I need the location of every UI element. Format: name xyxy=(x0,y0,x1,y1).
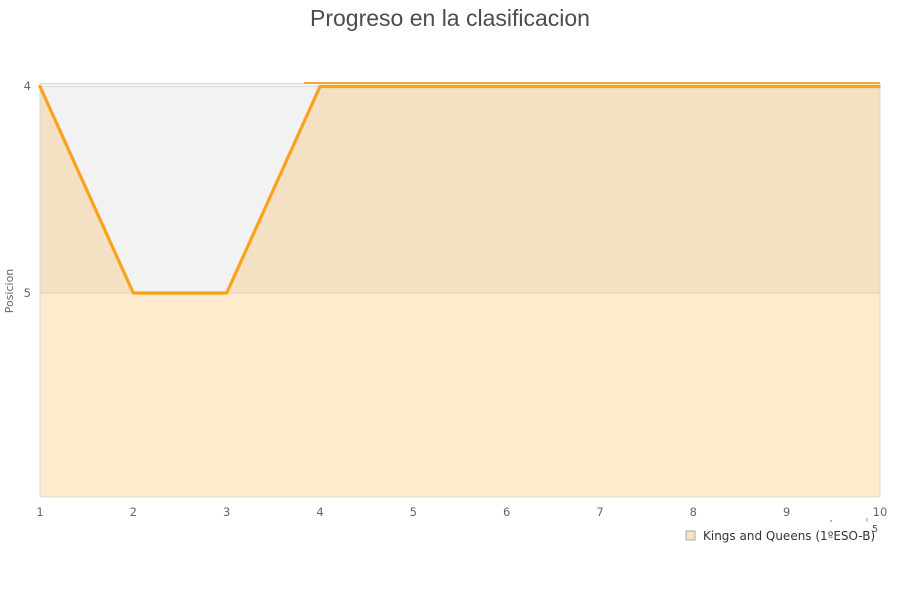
x-tick-label-2: 2 xyxy=(130,505,137,519)
x-tick-label-9: 9 xyxy=(783,505,790,519)
series-line xyxy=(38,84,881,295)
y-tick-label-4: 4 xyxy=(24,79,31,93)
x-tick-label-6: 6 xyxy=(503,505,510,519)
chart-title: Progreso en la clasificacion xyxy=(310,5,590,31)
x-tick-label-10: 10 xyxy=(873,505,888,519)
series-area xyxy=(40,86,880,497)
y-axis-title: Posicion xyxy=(3,269,16,314)
x-tick-label-7: 7 xyxy=(596,505,603,519)
x-tick-label-5: 5 xyxy=(410,505,417,519)
legend-marker-icon xyxy=(685,530,696,541)
stray-dot-right xyxy=(866,518,868,522)
stray-dot-left xyxy=(830,520,832,522)
y-tick-label-5: 5 xyxy=(24,286,31,300)
stray-label: 5 xyxy=(872,524,878,535)
x-tick-label-4: 4 xyxy=(316,505,323,519)
x-tick-label-3: 3 xyxy=(223,505,230,519)
plot-band-lower xyxy=(40,293,880,497)
plot-band-upper xyxy=(40,83,880,293)
x-tick-label-8: 8 xyxy=(690,505,697,519)
x-tick-label-1: 1 xyxy=(36,505,43,519)
legend-label: Kings and Queens (1ºESO-B) xyxy=(703,529,875,543)
legend-item-kings-and-queens[interactable]: Kings and Queens (1ºESO-B) xyxy=(685,529,875,543)
